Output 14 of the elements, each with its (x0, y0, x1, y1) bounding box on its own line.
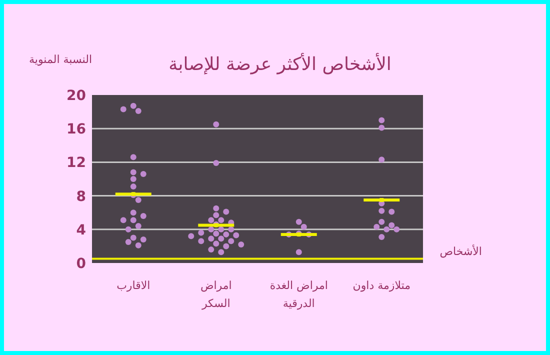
x-tick-label: الاقارب (116, 279, 150, 292)
chart-title: الأشخاص الأكثر عرضة للإصابة (168, 52, 392, 75)
y-tick-label: 4 (76, 222, 86, 238)
y-tick-label: 16 (66, 122, 86, 138)
y-tick-label: 20 (66, 88, 86, 104)
y-tick-label: 0 (76, 256, 86, 272)
y-tick-label: 8 (76, 188, 86, 205)
x-tick-label: امراض السكر (200, 279, 232, 310)
x-tick-label: امراض الغدة الدرقية (270, 279, 328, 310)
x-tick-label: متلازمة داون (352, 279, 411, 292)
point (380, 198, 384, 202)
y-tick-label: 12 (66, 155, 86, 172)
x-axis-title: الأشخاص (440, 244, 482, 258)
y-axis-title: النسبة المنوية (29, 53, 92, 66)
